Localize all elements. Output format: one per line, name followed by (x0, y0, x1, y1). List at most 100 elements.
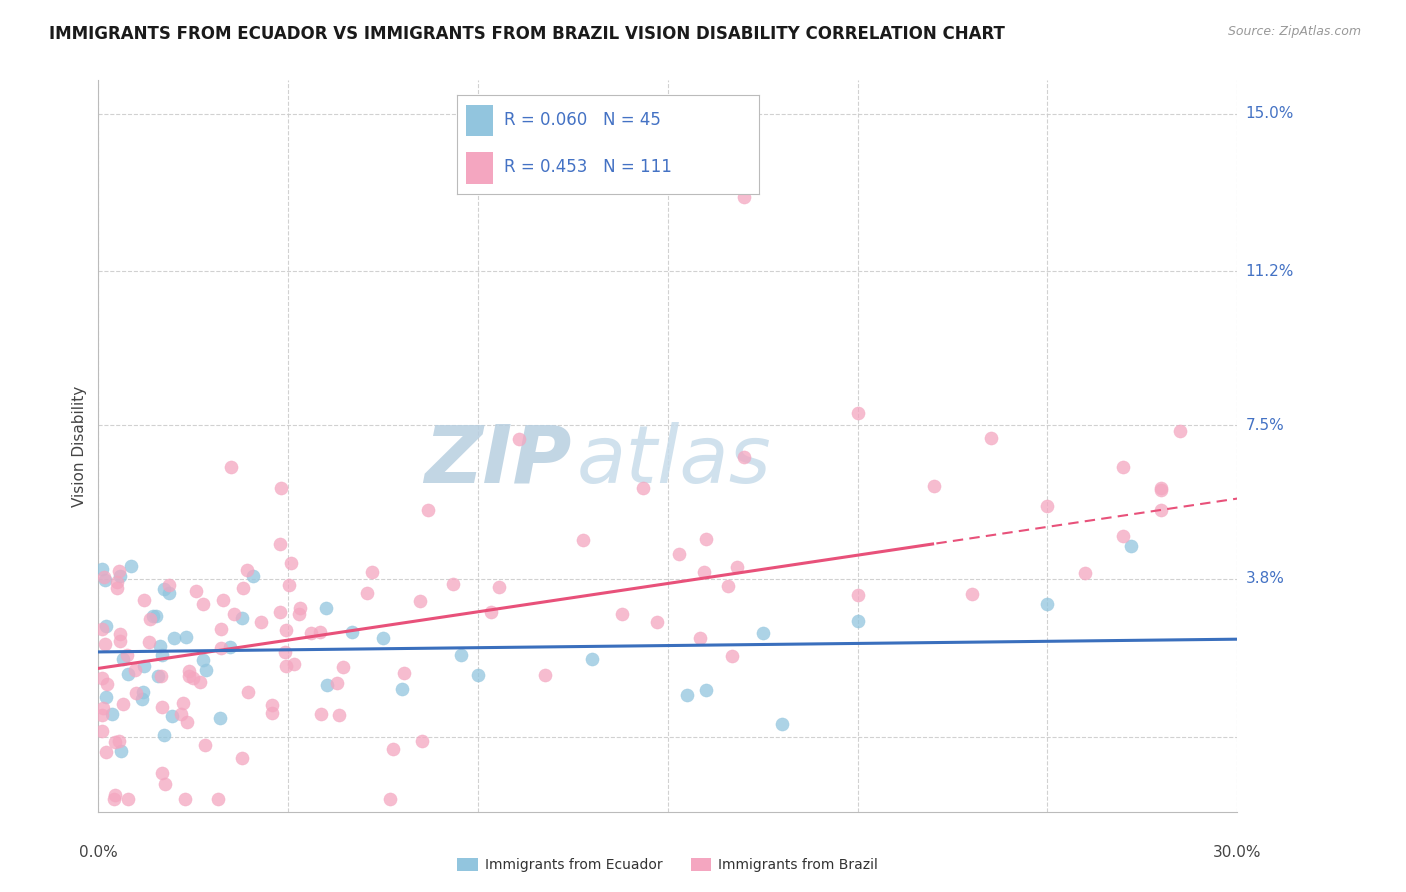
Point (668, 548, 690, 562)
Point (179, 664, 201, 678)
Point (172, 696, 194, 710)
Point (409, 594, 432, 608)
Point (479, 605, 502, 619)
Point (1150, 481, 1173, 495)
Point (269, 605, 291, 619)
Point (631, 481, 654, 495)
Point (132, 658, 155, 673)
Point (105, 574, 128, 589)
Point (1036, 499, 1059, 513)
Point (299, 626, 322, 640)
Point (94, 690, 117, 705)
Point (209, 711, 232, 725)
Point (194, 739, 217, 753)
Point (378, 792, 401, 806)
Point (138, 635, 160, 649)
Text: Source: ZipAtlas.com: Source: ZipAtlas.com (1227, 25, 1361, 38)
Point (922, 479, 945, 493)
Point (108, 734, 131, 748)
Point (689, 631, 711, 645)
Point (170, 706, 193, 721)
Point (309, 706, 332, 721)
Text: IMMIGRANTS FROM ECUADOR VS IMMIGRANTS FROM BRAZIL VISION DISABILITY CORRELATION : IMMIGRANTS FROM ECUADOR VS IMMIGRANTS FR… (49, 25, 1005, 43)
Point (112, 698, 135, 712)
Point (581, 651, 603, 665)
Point (315, 601, 337, 615)
Legend: Immigrants from Ecuador, Immigrants from Brazil: Immigrants from Ecuador, Immigrants from… (451, 853, 884, 878)
Point (467, 668, 489, 682)
Point (332, 660, 354, 674)
Point (979, 431, 1001, 445)
Point (846, 588, 869, 602)
Point (721, 648, 744, 663)
Point (120, 558, 142, 573)
Point (94, 637, 117, 651)
Point (382, 742, 405, 756)
Point (846, 406, 869, 420)
Point (193, 653, 215, 667)
Text: 30.0%: 30.0% (1213, 845, 1261, 860)
Point (371, 631, 394, 645)
Point (232, 582, 254, 596)
Point (1150, 503, 1173, 517)
Point (124, 664, 146, 678)
Point (152, 648, 174, 662)
Point (174, 630, 197, 644)
Point (188, 674, 211, 689)
Point (108, 568, 131, 582)
Point (1112, 459, 1135, 474)
Point (103, 792, 125, 806)
Point (283, 657, 305, 671)
Point (153, 777, 176, 791)
Point (391, 681, 413, 696)
Point (260, 698, 283, 712)
Point (242, 569, 264, 583)
Point (91, 622, 114, 636)
Point (104, 735, 127, 749)
Point (288, 600, 311, 615)
Point (356, 585, 378, 599)
Point (209, 640, 232, 655)
Point (149, 640, 172, 654)
Text: 0.0%: 0.0% (79, 845, 118, 860)
Text: 7.5%: 7.5% (1246, 417, 1284, 433)
Point (145, 609, 167, 624)
Point (1170, 424, 1192, 438)
Point (315, 678, 337, 692)
Point (695, 683, 717, 698)
Point (131, 691, 153, 706)
Point (117, 648, 139, 662)
Point (280, 556, 302, 570)
Point (342, 625, 364, 640)
Point (153, 582, 176, 596)
Point (360, 566, 382, 580)
Point (105, 581, 128, 595)
Point (309, 625, 332, 640)
Point (1150, 483, 1173, 497)
Point (153, 728, 176, 742)
Text: 3.8%: 3.8% (1246, 572, 1285, 586)
Point (610, 607, 633, 621)
Point (94, 573, 117, 587)
Point (676, 689, 699, 703)
Text: 15.0%: 15.0% (1246, 106, 1294, 121)
Point (209, 623, 232, 637)
Point (418, 502, 440, 516)
Point (236, 563, 259, 577)
Text: 11.2%: 11.2% (1246, 264, 1294, 279)
Point (733, 450, 755, 464)
Point (846, 614, 869, 628)
Point (695, 532, 717, 546)
Point (176, 714, 198, 729)
Point (174, 792, 197, 806)
Point (411, 734, 433, 748)
Point (450, 648, 472, 662)
Point (207, 792, 229, 806)
Point (231, 750, 253, 764)
Y-axis label: Vision Disability: Vision Disability (72, 385, 87, 507)
Point (148, 669, 170, 683)
Point (770, 717, 793, 731)
Point (1112, 528, 1135, 542)
Point (184, 583, 207, 598)
Point (236, 685, 259, 699)
